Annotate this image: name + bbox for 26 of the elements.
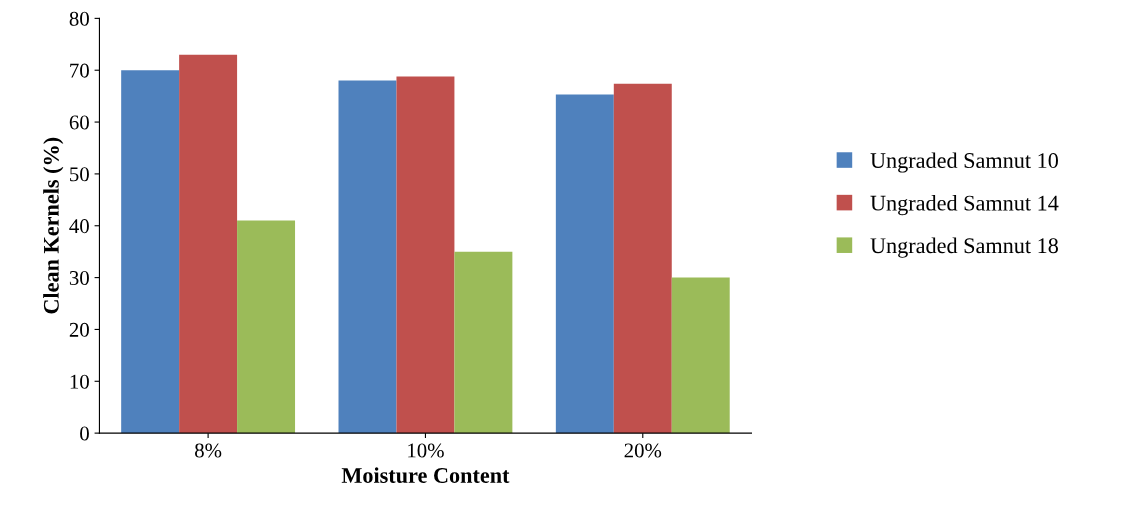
legend-label: Ungraded Samnut 14 [870,194,1059,216]
bar [237,220,296,434]
x-tick-label: 10% [408,443,444,458]
y-tick-label: 30 [69,270,89,286]
legend-label: Ungraded Samnut 10 [870,152,1058,173]
bar [555,94,614,434]
bar [454,251,513,434]
y-axis-title: Clean Kernels (%) [43,137,64,314]
bar [338,80,397,434]
y-tick-label: 60 [69,115,89,130]
y-tick-label: 50 [70,167,89,182]
x-tick-label: 20% [624,443,662,458]
y-tick-label: 10 [70,374,89,389]
bar [396,76,455,434]
bar [121,70,180,434]
bar [671,277,730,434]
y-tick-label: 0 [80,426,89,441]
x-tick-label: 8% [195,443,222,458]
y-tick-label: 80 [69,11,89,26]
x-axis-title: Moisture Content [341,467,510,483]
y-tick-label: 20 [69,322,89,337]
bar [179,54,238,434]
bar [613,83,672,434]
y-tick-label: 70 [70,63,89,78]
y-tick-label: 40 [69,219,89,234]
legend-label: Ungraded Samnut 18 [870,237,1058,258]
